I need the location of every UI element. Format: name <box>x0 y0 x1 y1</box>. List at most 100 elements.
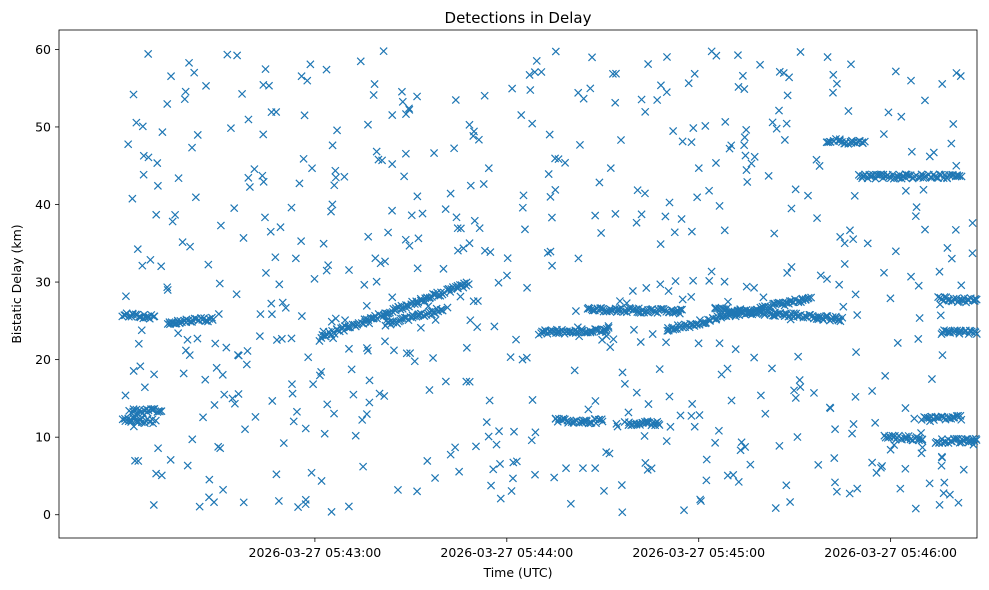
clutter-point <box>358 415 367 424</box>
track-point <box>677 305 687 314</box>
clutter-point <box>153 181 162 190</box>
clutter-point <box>791 185 800 194</box>
clutter-point <box>289 417 298 426</box>
clutter-point <box>812 155 821 164</box>
clutter-point <box>611 209 620 218</box>
clutter-point <box>911 504 920 513</box>
clutter-point <box>400 172 409 181</box>
y-tick-label: 0 <box>43 507 51 522</box>
clutter-point <box>705 276 714 285</box>
clutter-point <box>815 161 824 170</box>
clutter-point <box>528 119 537 128</box>
clutter-point <box>738 71 747 80</box>
track-point <box>586 328 595 337</box>
clutter-point <box>886 294 895 303</box>
clutter-point <box>233 350 242 360</box>
track-point <box>438 306 447 315</box>
clutter-point <box>774 106 784 115</box>
clutter-point <box>191 193 200 202</box>
clutter-point <box>644 400 653 409</box>
clutter-point <box>816 271 825 280</box>
track-point <box>904 171 913 180</box>
clutter-point <box>215 279 224 288</box>
track-point <box>155 407 164 416</box>
clutter-point <box>845 489 854 498</box>
clutter-point <box>199 413 208 422</box>
track-point <box>692 320 701 329</box>
clutter-point <box>351 431 360 440</box>
clutter-point <box>937 461 946 470</box>
clutter-point <box>424 302 433 311</box>
clutter-point <box>727 396 736 405</box>
clutter-point <box>487 481 496 490</box>
clutter-point <box>602 448 611 457</box>
track-point <box>901 432 910 441</box>
clutter-point <box>611 69 621 78</box>
clutter-point <box>517 111 526 120</box>
clutter-point <box>423 456 432 465</box>
clutter-point <box>938 79 947 88</box>
clutter-point <box>462 377 471 386</box>
clutter-point <box>256 310 265 319</box>
clutter-point <box>595 178 604 187</box>
clutter-point <box>212 363 221 372</box>
track-point <box>420 312 429 321</box>
track-point <box>615 304 624 314</box>
clutter-point <box>414 310 423 319</box>
clutter-point <box>678 295 687 304</box>
clutter-point <box>951 225 960 234</box>
clutter-point <box>475 224 484 233</box>
chart-title: Detections in Delay <box>445 9 592 27</box>
clutter-point <box>480 246 489 255</box>
clutter-point <box>401 235 410 244</box>
clutter-point <box>814 460 823 469</box>
clutter-point <box>632 218 641 227</box>
clutter-point <box>319 327 328 336</box>
clutter-point <box>715 201 724 210</box>
clutter-point <box>720 277 729 286</box>
clutter-point <box>850 191 859 200</box>
clutter-point <box>546 192 555 201</box>
clutter-point <box>550 473 559 482</box>
clutter-point <box>414 234 423 243</box>
clutter-point <box>259 80 268 89</box>
clutter-point <box>277 334 286 343</box>
clutter-point <box>327 317 336 326</box>
clutter-point <box>388 111 397 120</box>
clutter-point <box>546 247 555 256</box>
clutter-point <box>783 91 792 100</box>
clutter-point <box>952 68 961 77</box>
clutter-point <box>446 189 455 198</box>
clutter-point <box>910 414 919 423</box>
clutter-point <box>574 88 583 97</box>
clutter-point <box>401 110 411 119</box>
clutter-point <box>261 65 270 74</box>
y-axis-label: Bistatic Delay (km) <box>9 224 24 343</box>
clutter-point <box>742 166 751 175</box>
clutter-point <box>413 487 422 496</box>
clutter-point <box>721 117 730 126</box>
clutter-point <box>624 408 633 417</box>
clutter-point <box>944 327 953 336</box>
clutter-point <box>185 58 194 67</box>
clutter-point <box>852 348 861 357</box>
track-point <box>207 313 216 322</box>
clutter-point <box>356 57 365 66</box>
clutter-point <box>906 272 916 281</box>
clutter-point <box>741 442 750 451</box>
clutter-point <box>836 232 845 241</box>
clutter-point <box>136 362 145 371</box>
clutter-point <box>653 96 662 105</box>
clutter-point <box>803 191 813 200</box>
clutter-point <box>574 254 583 263</box>
track-point <box>464 280 473 289</box>
clutter-point <box>372 147 381 156</box>
clutter-point <box>832 79 841 88</box>
clutter-point <box>917 428 926 438</box>
y-tick-label: 40 <box>35 197 51 212</box>
clutter-point <box>702 476 711 485</box>
clutter-point <box>839 302 848 311</box>
clutter-point <box>168 217 177 226</box>
clutter-point <box>771 504 780 513</box>
clutter-point <box>775 67 784 76</box>
